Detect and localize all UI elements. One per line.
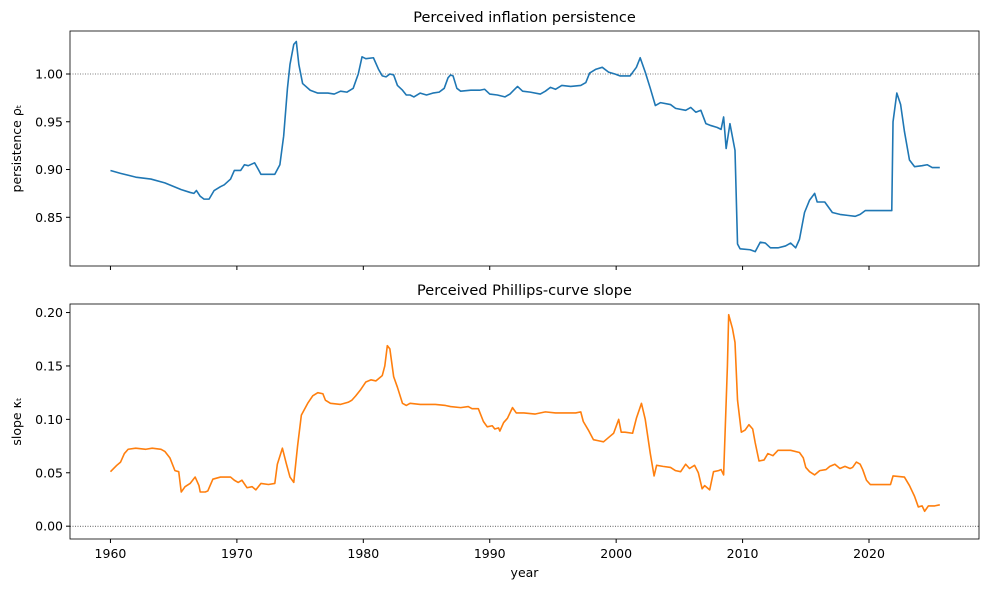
y-tick-label: 0.10 [35, 412, 63, 427]
y-tick-label: 0.20 [35, 305, 63, 320]
y-tick-label: 0.95 [35, 114, 63, 129]
y-tick-label: 1.00 [35, 66, 63, 81]
axes-frame [69, 303, 980, 540]
y-axis-label: slope κₜ [9, 397, 24, 445]
axes-frame [69, 30, 980, 267]
x-tick-label: 1970 [221, 546, 253, 561]
x-tick-label: 2000 [600, 546, 632, 561]
data-line [110, 40, 940, 253]
x-axis-label: year [511, 565, 540, 580]
y-tick-label: 0.15 [35, 358, 63, 373]
y-tick-label: 0.90 [35, 162, 63, 177]
y-tick-label: 0.00 [35, 519, 63, 534]
y-axis-label: persistence ρₜ [9, 105, 24, 193]
x-tick-label: 2020 [853, 546, 885, 561]
data-line [109, 313, 940, 513]
chart-title: Perceived inflation persistence [413, 10, 636, 26]
x-tick-label: 1960 [95, 546, 127, 561]
y-tick-label: 0.85 [35, 210, 63, 225]
x-tick-label: 1990 [474, 546, 506, 561]
chart-title: Perceived Phillips-curve slope [417, 283, 632, 299]
x-tick-label: 2010 [727, 546, 759, 561]
x-tick-label: 1980 [347, 546, 379, 561]
y-tick-label: 0.05 [35, 465, 63, 480]
